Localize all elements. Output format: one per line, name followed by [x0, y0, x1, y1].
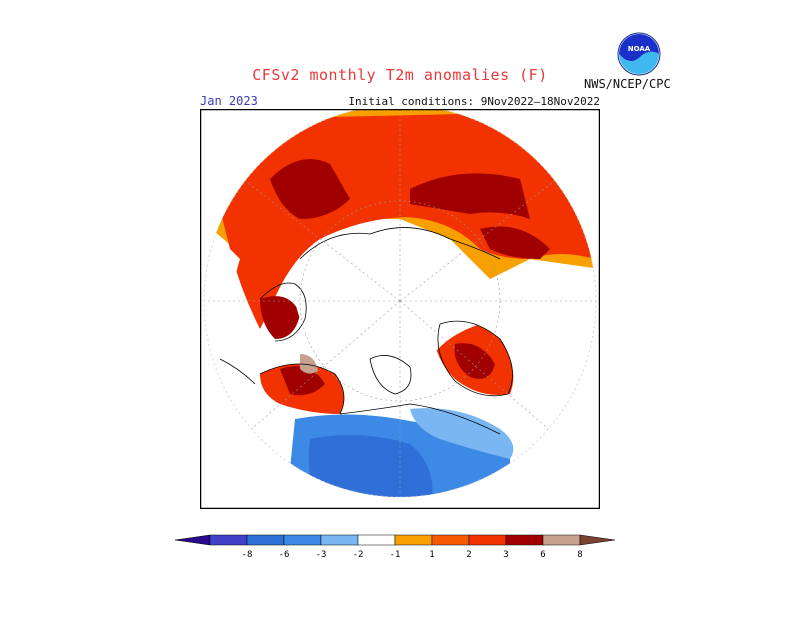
region-siberia-core — [270, 159, 350, 219]
colorbar-tick-label: 3 — [503, 550, 508, 560]
colorbar-bin — [246, 534, 285, 546]
colorbar-bin — [283, 534, 322, 546]
colorbar-bin — [320, 534, 359, 546]
colorbar-bin — [542, 534, 581, 546]
colorbar-arrow-high — [579, 534, 616, 546]
coastlines — [219, 227, 513, 435]
colorbar-tick-label: 8 — [577, 550, 582, 560]
map-title: CFSv2 monthly T2m anomalies (F) — [252, 66, 548, 84]
region-arctic-basin — [295, 236, 500, 369]
colorbar-bin — [468, 534, 507, 546]
colorbar-arrow-low — [174, 534, 211, 546]
anomaly-map — [200, 109, 600, 509]
colorbar-tick-label: -1 — [390, 550, 401, 560]
colorbar-bin — [357, 534, 396, 546]
colorbar-tick-label: 2 — [466, 550, 471, 560]
colorbar-bin — [431, 534, 470, 546]
valid-month: Jan 2023 — [200, 94, 258, 108]
colorbar-tick-label: -6 — [279, 550, 290, 560]
colorbar-bin — [209, 534, 248, 546]
region-canada-north — [410, 408, 514, 459]
colorbar-tick-label: 1 — [429, 550, 434, 560]
region-siberia-pacific — [480, 226, 550, 259]
colorbar-tick-label: 6 — [540, 550, 545, 560]
colorbar: -8 -6 -3 -2 -1 1 2 3 6 8 — [174, 534, 616, 560]
initial-conditions: Initial conditions: 9Nov2022—18Nov2022 — [348, 95, 600, 108]
region-alaska-core — [280, 366, 325, 396]
agency-label: NWS/NCEP/CPC — [584, 77, 671, 91]
region-siberia-core-east — [410, 173, 530, 219]
colorbar-bin — [505, 534, 544, 546]
colorbar-tick-label: -8 — [242, 550, 253, 560]
logo-text: NOAA — [628, 45, 651, 53]
colorbar-tick-label: -2 — [353, 550, 364, 560]
colorbar-tick-label: -3 — [316, 550, 327, 560]
noaa-logo-icon: NOAA — [617, 32, 661, 76]
region-alaska-tan — [300, 354, 318, 374]
graticule — [204, 109, 596, 497]
colorbar-bin — [394, 534, 433, 546]
region-greenland-core — [454, 343, 495, 379]
region-scandinavia — [260, 296, 300, 339]
